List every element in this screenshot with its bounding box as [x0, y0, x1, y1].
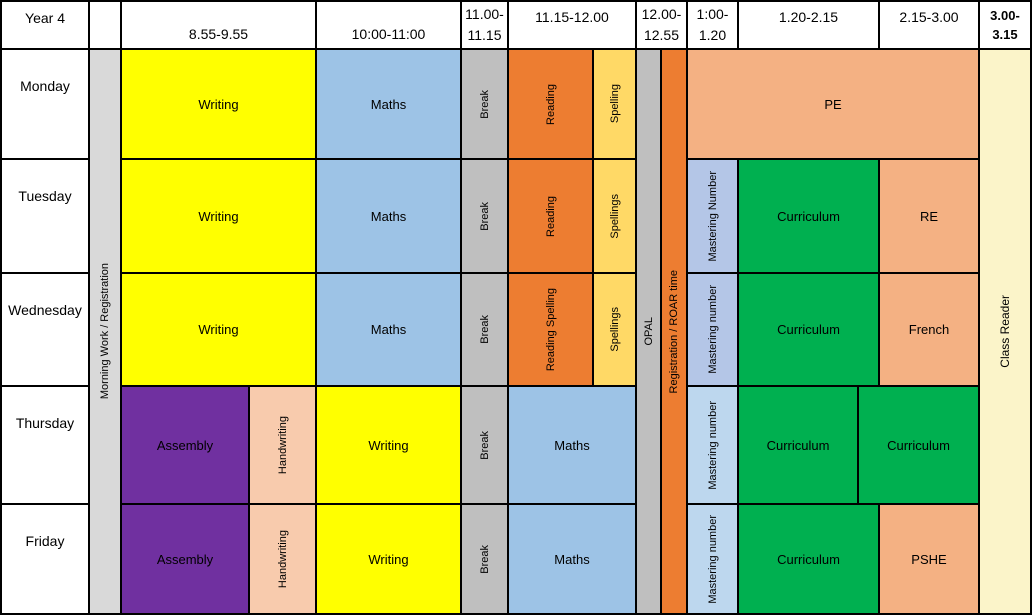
cell-tuesday-reading: Reading — [508, 159, 593, 273]
cell-tuesday-mastering-number: Mastering Number — [687, 159, 738, 273]
cell-wednesday-curriculum: Curriculum — [738, 273, 879, 386]
strip-registration-roar-time: Registration / ROAR time — [661, 49, 687, 614]
day-label-friday: Friday — [1, 504, 89, 614]
cell-monday-writing: Writing — [121, 49, 316, 159]
cell-wednesday-reading-spelling: Reading Spelling — [508, 273, 593, 386]
cell-tuesday-curriculum: Curriculum — [738, 159, 879, 273]
cell-tuesday-break: Break — [461, 159, 508, 273]
empty-header-cell — [89, 1, 121, 49]
time-header: 8.55-9.55 — [121, 1, 316, 49]
cell-friday-maths: Maths — [508, 504, 636, 614]
time-header: 1.20-2.15 — [738, 1, 879, 49]
cell-thursday-curriculum-2: Curriculum — [858, 386, 979, 504]
cell-thursday-curriculum-1: Curriculum — [738, 386, 858, 504]
cell-friday-handwriting: Handwriting — [249, 504, 316, 614]
time-header: 1:00- 1.20 — [687, 1, 738, 49]
day-label-monday: Monday — [1, 49, 89, 159]
cell-wednesday-maths: Maths — [316, 273, 461, 386]
day-label-thursday: Thursday — [1, 386, 89, 504]
time-header: 12.00- 12.55 — [636, 1, 687, 49]
time-header: 10:00-11:00 — [316, 1, 461, 49]
cell-thursday-maths: Maths — [508, 386, 636, 504]
cell-thursday-handwriting: Handwriting — [249, 386, 316, 504]
cell-thursday-mastering-number: Mastering number — [687, 386, 738, 504]
cell-wednesday-french: French — [879, 273, 979, 386]
cell-monday-pe: PE — [687, 49, 979, 159]
cell-tuesday-re: RE — [879, 159, 979, 273]
year-header: Year 4 — [1, 1, 89, 49]
cell-friday-writing: Writing — [316, 504, 461, 614]
cell-friday-assembly: Assembly — [121, 504, 249, 614]
cell-monday-reading: Reading — [508, 49, 593, 159]
strip-class-reader: Class Reader — [979, 49, 1031, 614]
cell-wednesday-break: Break — [461, 273, 508, 386]
cell-tuesday-spellings: Spellings — [593, 159, 636, 273]
time-header: 3.00- 3.15 — [979, 1, 1031, 49]
cell-friday-mastering-number: Mastering number — [687, 504, 738, 614]
cell-thursday-assembly: Assembly — [121, 386, 249, 504]
cell-thursday-break: Break — [461, 386, 508, 504]
cell-monday-spelling: Spelling — [593, 49, 636, 159]
time-header: 2.15-3.00 — [879, 1, 979, 49]
cell-monday-break: Break — [461, 49, 508, 159]
time-header: 11.00- 11.15 — [461, 1, 508, 49]
cell-wednesday-spellings: Spellings — [593, 273, 636, 386]
cell-friday-curriculum: Curriculum — [738, 504, 879, 614]
cell-friday-break: Break — [461, 504, 508, 614]
cell-wednesday-writing: Writing — [121, 273, 316, 386]
cell-wednesday-mastering-number: Mastering number — [687, 273, 738, 386]
cell-tuesday-maths: Maths — [316, 159, 461, 273]
cell-thursday-writing: Writing — [316, 386, 461, 504]
strip-opal: OPAL — [636, 49, 661, 614]
day-label-tuesday: Tuesday — [1, 159, 89, 273]
strip-morning-work-registration: Morning Work / Registration — [89, 49, 121, 614]
time-header: 11.15-12.00 — [508, 1, 636, 49]
cell-monday-maths: Maths — [316, 49, 461, 159]
day-label-wednesday: Wednesday — [1, 273, 89, 386]
cell-friday-pshe: PSHE — [879, 504, 979, 614]
cell-tuesday-writing: Writing — [121, 159, 316, 273]
year-label: Year 4 — [25, 10, 65, 26]
